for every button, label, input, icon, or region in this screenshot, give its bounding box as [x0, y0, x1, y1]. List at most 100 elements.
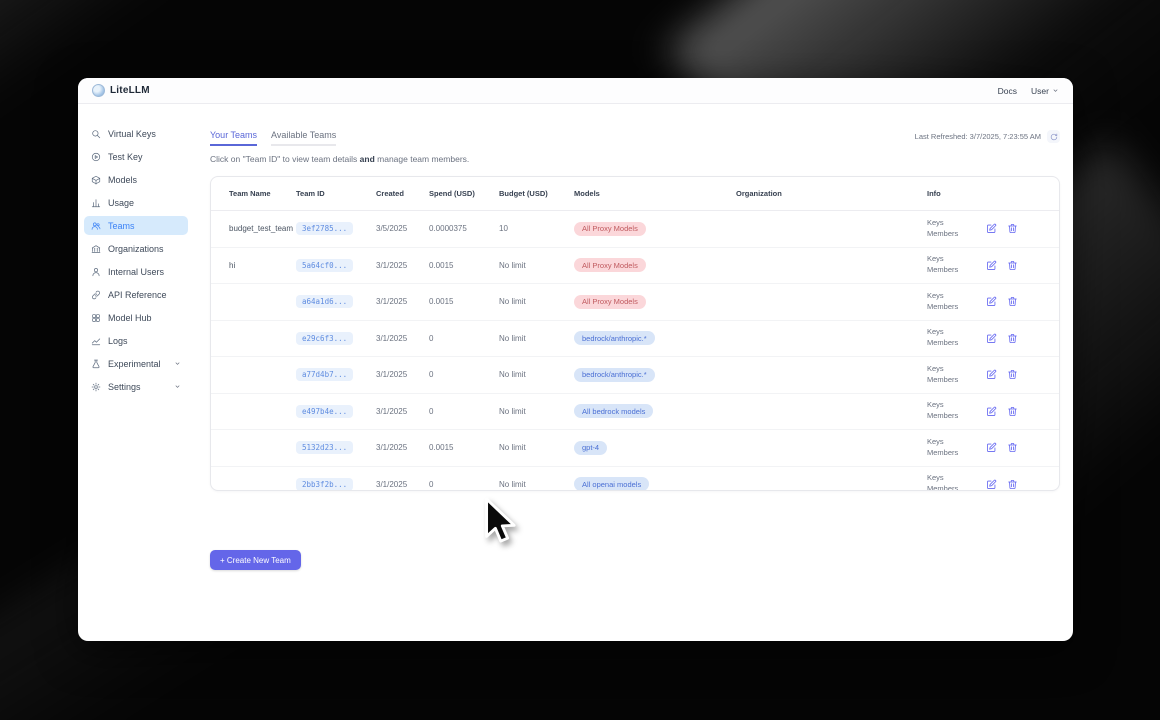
model-badge: All bedrock models: [574, 404, 654, 419]
chevron-down-icon: [1052, 87, 1059, 94]
tab-your-teams[interactable]: Your Teams: [210, 130, 258, 146]
model-badge: bedrock/anthropic.*: [574, 331, 655, 346]
team-id-link[interactable]: 5132d23...: [296, 441, 354, 455]
models-cell: gpt-4: [574, 440, 736, 455]
trash-icon: [1007, 296, 1018, 307]
team-id-link[interactable]: 5a64cf0...: [296, 258, 354, 272]
tab-available-teams[interactable]: Available Teams: [271, 130, 337, 146]
edit-team-button[interactable]: [986, 479, 997, 490]
column-header: Info: [927, 189, 941, 198]
sidebar-item-logs[interactable]: Logs: [84, 331, 188, 350]
edit-team-button[interactable]: [986, 442, 997, 453]
team-id-link[interactable]: 3ef2785...: [296, 222, 354, 236]
teams-table-card: Team Name Team ID Created Spend (USD) Budget…: [210, 176, 1060, 491]
edit-team-button[interactable]: [986, 223, 997, 234]
delete-team-button[interactable]: [1007, 406, 1018, 417]
sidebar-item-experimental[interactable]: Experimental: [84, 354, 188, 373]
column-header: Created: [376, 189, 404, 198]
sidebar-item-label: Test Key: [108, 151, 143, 162]
sidebar-item-model-hub[interactable]: Model Hub: [84, 308, 188, 327]
keys-label: Keys: [927, 400, 944, 410]
spend-cell: 0.0015: [429, 260, 454, 270]
models-cell: All Proxy Models: [574, 294, 736, 309]
play-icon: [91, 152, 101, 162]
edit-team-button[interactable]: [986, 406, 997, 417]
sidebar-item-label: Model Hub: [108, 312, 152, 323]
keys-label: Keys: [927, 473, 944, 483]
edit-team-button[interactable]: [986, 296, 997, 307]
models-cell: All openai models: [574, 477, 736, 490]
edit-team-button[interactable]: [986, 260, 997, 271]
edit-icon: [986, 442, 997, 453]
team-id-link[interactable]: e497b4e...: [296, 404, 354, 418]
spend-cell: 0: [429, 333, 434, 343]
trash-icon: [1007, 442, 1018, 453]
keys-label: Keys: [927, 217, 944, 227]
actions-cell: [986, 333, 1059, 344]
flask-icon: [91, 359, 101, 369]
delete-team-button[interactable]: [1007, 479, 1018, 490]
app-window: LiteLLM Docs User Virtual Keys Test Key …: [78, 78, 1073, 641]
trash-icon: [1007, 333, 1018, 344]
litellm-logo[interactable]: LiteLLM: [92, 84, 150, 97]
edit-team-button[interactable]: [986, 369, 997, 380]
team-id-link[interactable]: a64a1d6...: [296, 295, 354, 309]
sidebar-item-label: Internal Users: [108, 266, 165, 277]
delete-team-button[interactable]: [1007, 442, 1018, 453]
keys-label: Keys: [927, 254, 944, 264]
sidebar-item-label: API Reference: [108, 289, 167, 300]
budget-cell: No limit: [499, 479, 526, 489]
keys-label: Keys: [927, 363, 944, 373]
sidebar-item-usage[interactable]: Usage: [84, 193, 188, 212]
sidebar-item-organizations[interactable]: Organizations: [84, 239, 188, 258]
team-id-link[interactable]: 2bb3f2b...: [296, 477, 354, 490]
budget-cell: No limit: [499, 443, 526, 453]
team-name-cell: budget_test_team: [229, 224, 294, 234]
delete-team-button[interactable]: [1007, 296, 1018, 307]
user-menu[interactable]: User: [1031, 86, 1059, 96]
delete-team-button[interactable]: [1007, 260, 1018, 271]
model-badge: gpt-4: [574, 440, 608, 455]
docs-link[interactable]: Docs: [997, 85, 1018, 96]
sidebar-item-models[interactable]: Models: [84, 170, 188, 189]
sidebar-item-settings[interactable]: Settings: [84, 377, 188, 396]
sidebar-item-api-reference[interactable]: API Reference: [84, 285, 188, 304]
sidebar-item-virtual-keys[interactable]: Virtual Keys: [84, 124, 188, 143]
teams-table-body: budget_test_team 3ef2785... 3/5/2025 0.0…: [211, 211, 1059, 491]
actions-cell: [986, 296, 1059, 307]
delete-team-button[interactable]: [1007, 223, 1018, 234]
table-row: hi 5a64cf0... 3/1/2025 0.0015 No limit A…: [211, 248, 1059, 284]
team-name-cell: hi: [229, 260, 236, 270]
members-label: Members: [927, 484, 959, 491]
actions-cell: [986, 442, 1059, 453]
info-cell: Keys Members: [927, 473, 986, 491]
sidebar-item-teams[interactable]: Teams: [84, 216, 188, 235]
sidebar-item-label: Usage: [108, 197, 135, 208]
actions-cell: [986, 369, 1059, 380]
teams-tabs: Your Teams Available Teams: [210, 130, 337, 146]
edit-icon: [986, 260, 997, 271]
keys-label: Keys: [927, 327, 944, 337]
main-content: Your Teams Available Teams Last Refreshe…: [210, 104, 1073, 641]
delete-team-button[interactable]: [1007, 333, 1018, 344]
team-id-link[interactable]: a77d4b7...: [296, 368, 354, 382]
members-label: Members: [927, 411, 959, 421]
table-row: e29c6f3... 3/1/2025 0 No limit bedrock/a…: [211, 321, 1059, 357]
members-label: Members: [927, 301, 959, 311]
sidebar-item-internal-users[interactable]: Internal Users: [84, 262, 188, 281]
create-new-team-button[interactable]: + Create New Team: [210, 550, 301, 570]
sidebar-item-test-key[interactable]: Test Key: [84, 147, 188, 166]
sidebar-nav: Virtual Keys Test Key Models Usage Teams…: [78, 104, 210, 641]
team-id-link[interactable]: e29c6f3...: [296, 331, 354, 345]
edit-team-button[interactable]: [986, 333, 997, 344]
refresh-button[interactable]: [1047, 130, 1060, 143]
spend-cell: 0: [429, 406, 434, 416]
edit-icon: [986, 406, 997, 417]
column-header: Organization: [736, 189, 782, 198]
info-cell: Keys Members: [927, 400, 986, 422]
app-header: LiteLLM Docs User: [78, 78, 1073, 104]
delete-team-button[interactable]: [1007, 369, 1018, 380]
members-label: Members: [927, 338, 959, 348]
members-label: Members: [927, 265, 959, 275]
link-icon: [91, 290, 101, 300]
